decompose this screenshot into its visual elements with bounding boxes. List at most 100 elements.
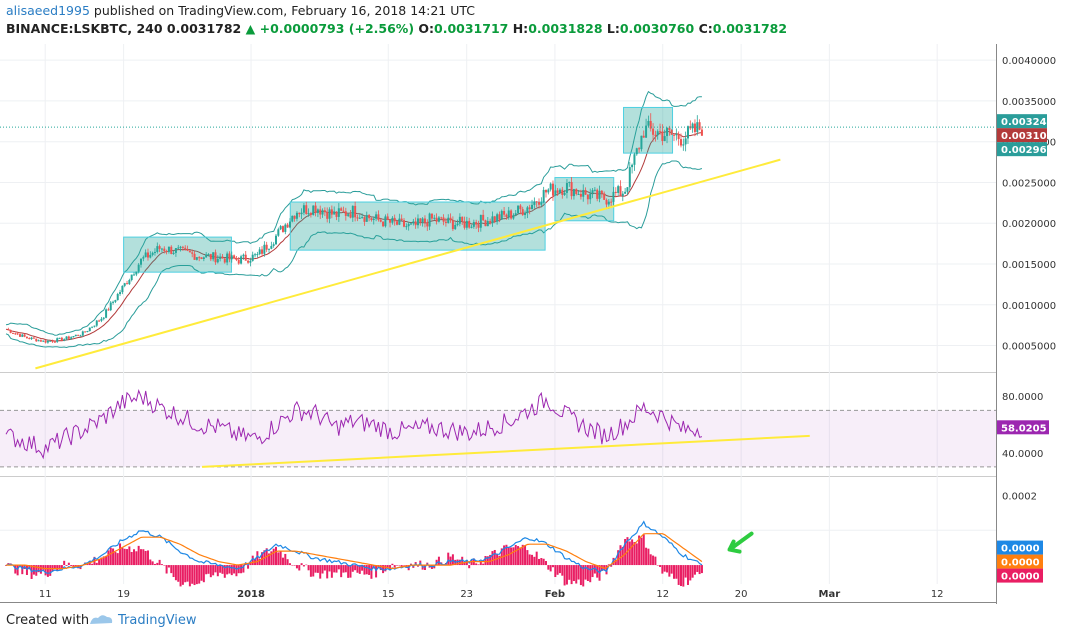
candle-body xyxy=(102,317,105,319)
candle-body xyxy=(631,164,634,168)
macd-histogram-bar xyxy=(107,550,110,566)
macd-histogram-bar xyxy=(102,556,105,566)
macd-histogram-bar xyxy=(486,556,489,566)
macd-histogram-bar xyxy=(279,550,282,566)
macd-histogram-bar xyxy=(542,558,545,566)
candle-body xyxy=(261,249,264,254)
candle-body xyxy=(503,210,506,215)
macd-histogram-bar xyxy=(470,559,473,566)
macd-histogram-bar xyxy=(479,561,482,566)
candle-body xyxy=(249,260,252,263)
candle-body xyxy=(405,226,408,228)
candle-body xyxy=(519,205,522,210)
candle-body xyxy=(377,214,380,220)
macd-histogram-bar xyxy=(691,565,694,578)
candle-body xyxy=(624,191,627,194)
macd-histogram-bar xyxy=(349,565,352,578)
macd-histogram-bar xyxy=(507,547,510,566)
macd-histogram-bar xyxy=(16,565,19,576)
macd-histogram-bar xyxy=(463,562,466,566)
macd-histogram-bar xyxy=(44,565,47,576)
candle-body xyxy=(412,221,415,224)
macd-histogram-bar xyxy=(14,565,17,574)
candle-body xyxy=(151,252,154,255)
macd-histogram-bar xyxy=(675,565,678,579)
candle-body xyxy=(256,254,259,256)
candle-body xyxy=(656,131,659,136)
macd-histogram-bar xyxy=(591,565,594,578)
time-tick-label: 12 xyxy=(656,589,669,600)
macd-histogram-bar xyxy=(228,565,231,574)
candle-body xyxy=(207,254,210,256)
macd-histogram-bar xyxy=(528,554,531,566)
candle-body xyxy=(16,333,19,335)
price-axis-border xyxy=(996,44,997,604)
tradingview-brand[interactable]: TradingView xyxy=(118,613,197,628)
candle-body xyxy=(514,213,517,216)
candle-body xyxy=(456,223,459,225)
candle-body xyxy=(51,340,54,342)
candle-body xyxy=(88,327,91,332)
candle-body xyxy=(449,217,452,221)
candle-body xyxy=(135,271,138,275)
candle-body xyxy=(696,122,699,132)
candle-body xyxy=(463,221,466,228)
candle-body xyxy=(428,213,431,227)
candle-body xyxy=(691,123,694,129)
macd-histogram-bar xyxy=(558,565,561,574)
candle-body xyxy=(137,264,140,272)
candle-body xyxy=(63,339,66,341)
macd-histogram-bar xyxy=(300,563,303,566)
macd-histogram-bar xyxy=(123,548,126,566)
candle-body xyxy=(484,220,487,227)
candle-body xyxy=(451,220,454,230)
macd-histogram-bar xyxy=(56,565,59,571)
macd-histogram-bar xyxy=(565,565,568,585)
candle-body xyxy=(226,253,229,263)
chart-canvas[interactable]: 11 19 2018 15 23 Feb 12 20 Mar 12 0.0005000 0.00100… xyxy=(0,44,1067,604)
candle-body xyxy=(349,214,352,218)
candle-body xyxy=(612,191,615,202)
macd-histogram-bar xyxy=(128,546,131,566)
author-link[interactable]: alisaeed1995 xyxy=(6,3,90,18)
rsi-band xyxy=(0,410,996,467)
time-axis-border xyxy=(0,602,996,603)
candle-body xyxy=(163,248,166,252)
macd-histogram-bar xyxy=(42,565,45,570)
macd-histogram-bar xyxy=(133,549,136,566)
macd-histogram-bar xyxy=(647,548,650,566)
low-label: L: xyxy=(606,21,620,36)
macd-histogram-bar xyxy=(268,553,271,566)
candle-body xyxy=(121,285,124,293)
macd-histogram-bar xyxy=(614,559,617,566)
macd-histogram-bar xyxy=(328,565,331,572)
candle-body xyxy=(300,212,303,215)
candle-body xyxy=(363,217,366,222)
macd-histogram-bar xyxy=(679,565,682,587)
candle-body xyxy=(309,213,312,215)
macd-histogram-bar xyxy=(670,565,673,574)
macd-histogram-bar xyxy=(219,565,222,573)
candle-body xyxy=(53,341,56,343)
candle-body xyxy=(191,252,194,254)
macd-histogram-bar xyxy=(191,565,194,584)
macd-histogram-bar xyxy=(640,537,643,566)
candle-body xyxy=(512,215,515,219)
macd-histogram-bar xyxy=(663,565,666,572)
macd-histogram-bar xyxy=(603,565,606,570)
macd-histogram-bar xyxy=(489,554,492,566)
candle-body xyxy=(489,220,492,224)
candle-body xyxy=(442,217,445,222)
macd-histogram-bar xyxy=(333,565,336,573)
candle-body xyxy=(654,134,657,136)
candle-body xyxy=(482,214,485,221)
candle-body xyxy=(167,246,170,252)
candle-body xyxy=(382,221,385,227)
macd-histogram-bar xyxy=(114,552,117,566)
macd-histogram-bar xyxy=(146,550,149,566)
candle-body xyxy=(165,251,168,253)
candle-body xyxy=(379,219,382,222)
candle-body xyxy=(403,220,406,227)
macd-current-tag xyxy=(997,540,1043,555)
candle-body xyxy=(465,220,468,228)
